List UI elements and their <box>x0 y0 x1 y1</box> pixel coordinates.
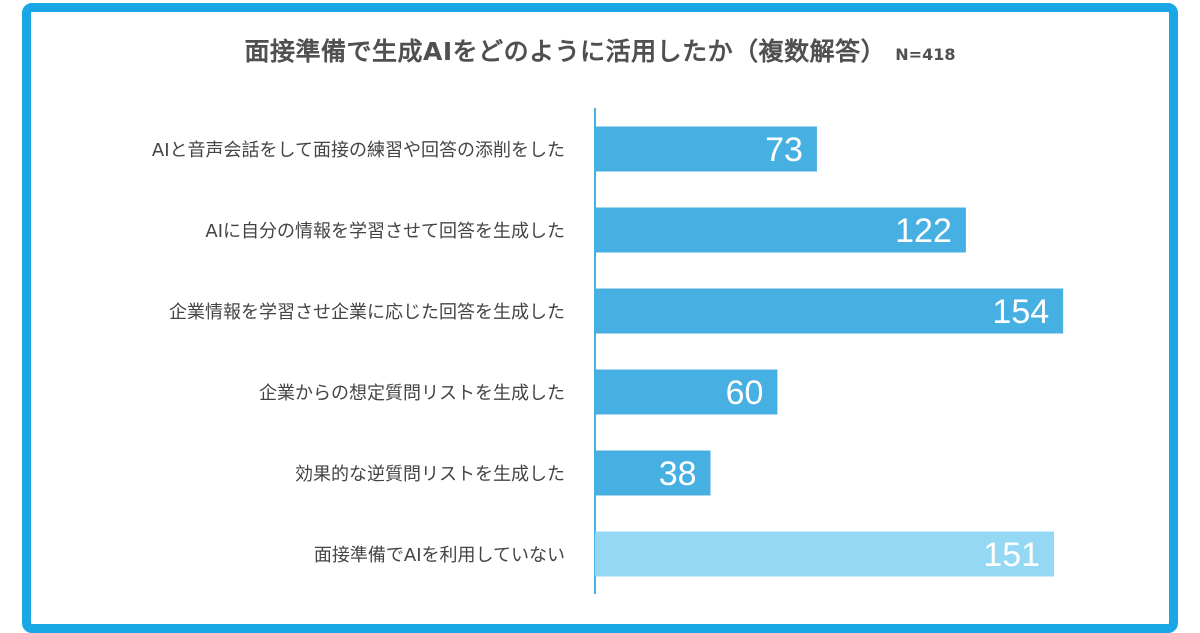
category-label-2: AIに自分の情報を学習させて回答を生成した <box>205 221 565 242</box>
bar-3 <box>595 288 1064 334</box>
value-label-5: 38 <box>659 455 697 493</box>
bar-6 <box>595 531 1055 577</box>
value-label-4: 60 <box>726 374 764 412</box>
category-label-5: 効果的な逆質問リストを生成した <box>295 464 565 485</box>
category-label-6: 面接準備でAIを利用していない <box>314 545 565 566</box>
chart-title-row: 面接準備で生成AIをどのように活用したか（複数解答） N=418 <box>0 32 1200 68</box>
chart-subtitle: N=418 <box>895 45 956 64</box>
category-label-4: 企業からの想定質問リストを生成した <box>259 383 565 404</box>
chart-title: 面接準備で生成AIをどのように活用したか（複数解答） <box>244 37 887 66</box>
bar-2 <box>595 207 966 253</box>
value-label-6: 151 <box>983 536 1040 574</box>
value-label-2: 122 <box>895 212 952 250</box>
bar-1 <box>595 126 817 172</box>
category-label-1: AIと音声会話をして面接の練習や回答の添削をした <box>152 140 565 161</box>
bar-5 <box>595 450 711 496</box>
category-label-3: 企業情報を学習させ企業に応じた回答を生成した <box>169 302 565 323</box>
value-label-1: 73 <box>765 131 803 169</box>
value-label-3: 154 <box>992 293 1049 331</box>
bar-4 <box>595 369 778 415</box>
